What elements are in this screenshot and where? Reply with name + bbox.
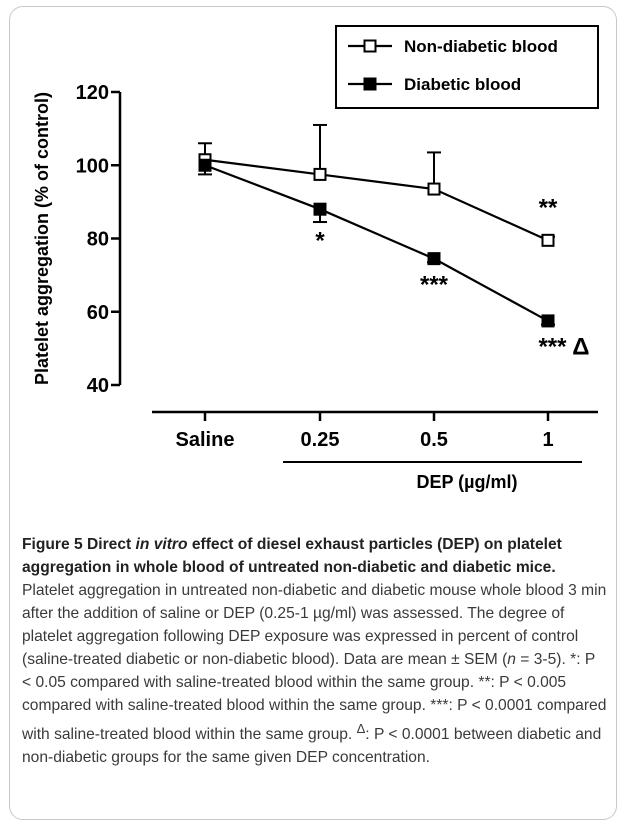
data-point-marker bbox=[313, 202, 327, 216]
line-chart: 40 60 80 100 120 Platelet aggregation (% of c… bbox=[32, 25, 599, 492]
series-line bbox=[204, 158, 549, 242]
significance-annotation: ** bbox=[539, 195, 558, 222]
y-tick-label: 60 bbox=[87, 302, 109, 324]
data-point-marker bbox=[541, 233, 555, 247]
legend-label: Diabetic blood bbox=[404, 75, 521, 94]
x-tick-label: 1 bbox=[542, 429, 553, 451]
y-axis-title: Platelet aggregation (% of control) bbox=[32, 92, 52, 385]
series-line bbox=[204, 164, 549, 322]
caption-body: Platelet aggregation in untreated non-di… bbox=[22, 582, 607, 767]
significance-annotation: *** Δ bbox=[538, 334, 589, 361]
data-point-marker bbox=[427, 182, 441, 196]
figure-caption: Figure 5 Direct in vitro effect of diese… bbox=[22, 533, 607, 769]
legend-label: Non-diabetic blood bbox=[404, 37, 558, 56]
x-tick-label: 0.25 bbox=[301, 429, 340, 451]
data-point-marker bbox=[198, 158, 212, 172]
data-point-marker bbox=[427, 252, 441, 266]
x-tick-label: 0.5 bbox=[420, 429, 448, 451]
data-point-marker bbox=[313, 167, 327, 181]
y-tick-label: 100 bbox=[76, 155, 109, 177]
y-tick-label: 80 bbox=[87, 229, 109, 251]
legend-marker bbox=[363, 39, 377, 53]
significance-annotation: * bbox=[315, 228, 325, 255]
figure-frame bbox=[9, 6, 617, 820]
caption-title: Figure 5 Direct in vitro effect of diese… bbox=[22, 536, 562, 576]
legend-marker bbox=[363, 77, 377, 91]
legend-box bbox=[335, 25, 599, 109]
significance-annotation: *** bbox=[420, 271, 449, 298]
y-tick-label: 40 bbox=[87, 375, 109, 397]
data-point-marker bbox=[541, 314, 555, 328]
x-axis-title: DEP (µg/ml) bbox=[416, 472, 517, 492]
y-tick-label: 120 bbox=[76, 82, 109, 104]
x-tick-label: Saline bbox=[176, 429, 235, 451]
